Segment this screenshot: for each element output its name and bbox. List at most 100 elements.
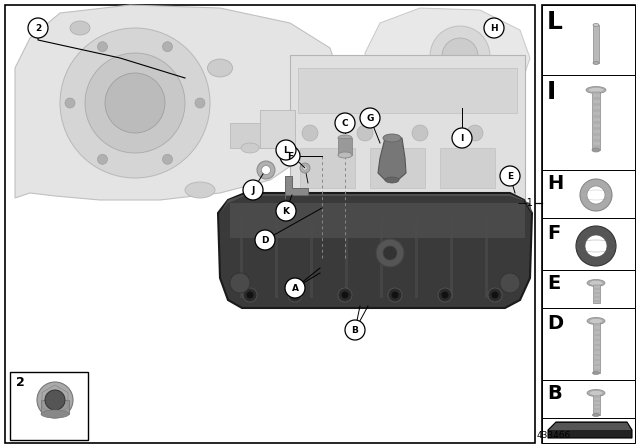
Bar bbox=[275, 218, 278, 298]
Circle shape bbox=[280, 146, 300, 166]
Ellipse shape bbox=[241, 143, 259, 153]
Ellipse shape bbox=[593, 23, 599, 26]
Bar bbox=[593, 328, 600, 331]
Bar bbox=[415, 218, 418, 298]
Bar bbox=[300, 148, 355, 188]
Text: H: H bbox=[547, 174, 563, 193]
Bar bbox=[440, 148, 495, 188]
Polygon shape bbox=[218, 193, 532, 308]
Circle shape bbox=[255, 230, 275, 250]
Bar bbox=[592, 97, 600, 100]
Ellipse shape bbox=[592, 148, 600, 152]
Ellipse shape bbox=[587, 389, 605, 396]
Bar bbox=[593, 323, 600, 326]
Ellipse shape bbox=[588, 87, 604, 92]
Bar bbox=[542, 5, 635, 75]
Circle shape bbox=[105, 73, 165, 133]
Text: L: L bbox=[283, 146, 289, 155]
Bar bbox=[485, 218, 488, 298]
Text: A: A bbox=[291, 284, 298, 293]
Circle shape bbox=[452, 128, 472, 148]
Bar bbox=[542, 75, 635, 170]
Bar bbox=[542, 5, 635, 443]
Circle shape bbox=[37, 382, 73, 418]
Circle shape bbox=[285, 278, 305, 298]
Circle shape bbox=[257, 161, 275, 179]
Circle shape bbox=[484, 18, 504, 38]
Bar bbox=[230, 123, 270, 148]
Bar bbox=[5, 5, 535, 443]
Circle shape bbox=[467, 125, 483, 141]
Bar bbox=[380, 218, 383, 298]
Bar bbox=[593, 25, 599, 63]
Circle shape bbox=[492, 292, 499, 298]
Circle shape bbox=[345, 320, 365, 340]
Text: F: F bbox=[287, 151, 293, 160]
Circle shape bbox=[488, 288, 502, 302]
Bar bbox=[593, 404, 600, 406]
Text: H: H bbox=[490, 23, 498, 33]
Text: D: D bbox=[261, 236, 269, 245]
Circle shape bbox=[442, 292, 449, 298]
Bar bbox=[542, 218, 635, 270]
Circle shape bbox=[243, 180, 263, 200]
Polygon shape bbox=[220, 194, 532, 213]
Polygon shape bbox=[548, 422, 632, 438]
Circle shape bbox=[342, 292, 349, 298]
Circle shape bbox=[587, 186, 605, 204]
Bar bbox=[593, 333, 600, 336]
Circle shape bbox=[376, 239, 404, 267]
Circle shape bbox=[357, 125, 373, 141]
Circle shape bbox=[276, 201, 296, 221]
Circle shape bbox=[438, 288, 452, 302]
Bar bbox=[240, 218, 243, 298]
Ellipse shape bbox=[185, 182, 215, 198]
Bar bbox=[592, 109, 600, 112]
Ellipse shape bbox=[338, 135, 352, 141]
Bar bbox=[230, 203, 525, 238]
Bar bbox=[593, 296, 600, 298]
Bar bbox=[542, 418, 635, 443]
Bar bbox=[592, 115, 600, 118]
Polygon shape bbox=[285, 176, 308, 198]
Bar bbox=[592, 103, 600, 106]
Bar bbox=[450, 218, 453, 298]
Ellipse shape bbox=[70, 21, 90, 35]
Polygon shape bbox=[549, 423, 631, 430]
Circle shape bbox=[243, 288, 257, 302]
Ellipse shape bbox=[207, 59, 232, 77]
Circle shape bbox=[97, 42, 108, 52]
Bar bbox=[593, 300, 600, 302]
Circle shape bbox=[338, 288, 352, 302]
Bar bbox=[593, 349, 600, 351]
Bar bbox=[260, 110, 295, 148]
Text: B: B bbox=[351, 326, 358, 335]
Ellipse shape bbox=[587, 280, 605, 287]
Ellipse shape bbox=[589, 391, 603, 396]
Text: F: F bbox=[547, 224, 560, 243]
Bar bbox=[298, 68, 517, 113]
Bar bbox=[593, 408, 600, 410]
Bar bbox=[593, 339, 600, 341]
Bar bbox=[593, 284, 600, 286]
Circle shape bbox=[585, 235, 607, 257]
Text: L: L bbox=[547, 10, 563, 34]
Bar bbox=[593, 400, 600, 402]
Text: 2: 2 bbox=[16, 376, 25, 389]
Bar bbox=[542, 380, 635, 418]
Ellipse shape bbox=[589, 319, 603, 323]
Circle shape bbox=[262, 165, 271, 175]
Text: I: I bbox=[547, 80, 556, 104]
Polygon shape bbox=[378, 138, 406, 180]
Polygon shape bbox=[365, 8, 530, 116]
Circle shape bbox=[392, 292, 399, 298]
Circle shape bbox=[195, 98, 205, 108]
Bar bbox=[542, 270, 635, 308]
Circle shape bbox=[288, 288, 302, 302]
Bar bbox=[593, 396, 600, 398]
Bar bbox=[592, 121, 600, 124]
Bar bbox=[338, 138, 352, 155]
Circle shape bbox=[500, 166, 520, 186]
Ellipse shape bbox=[41, 410, 69, 418]
Bar bbox=[592, 92, 600, 150]
